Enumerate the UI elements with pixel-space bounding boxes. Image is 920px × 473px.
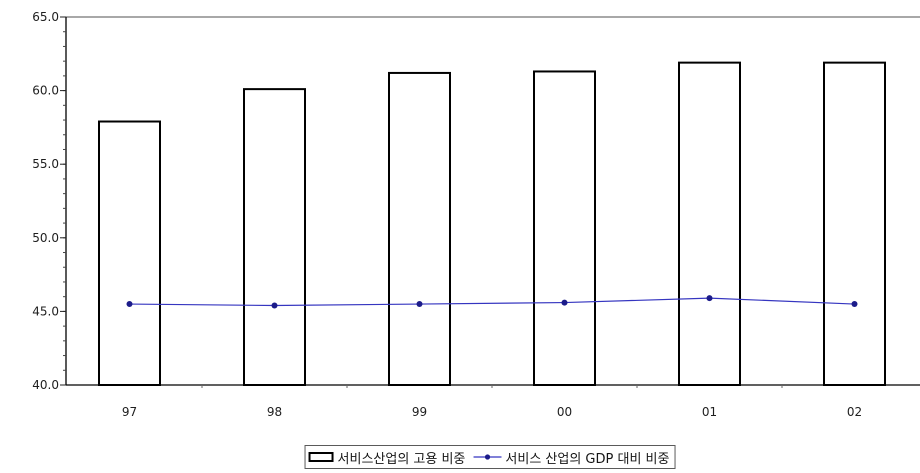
gdp-share-line	[129, 297, 855, 307]
point-01	[706, 295, 713, 302]
point-97	[126, 301, 133, 308]
legend-line-swatch	[473, 454, 502, 460]
bar-99	[388, 71, 451, 386]
gdp-share-points	[126, 295, 858, 309]
x-tick-label: 01	[702, 405, 717, 419]
point-02	[851, 301, 858, 308]
bar-00	[533, 70, 596, 387]
x-tick-label: 98	[267, 405, 282, 419]
y-tick-label: 65.0	[32, 10, 59, 24]
y-tick-label: 45.0	[32, 304, 59, 318]
x-tick-label: 97	[122, 405, 137, 419]
y-tick-label: 50.0	[32, 231, 59, 245]
bar-97	[98, 120, 161, 387]
point-99	[416, 301, 423, 308]
legend: 서비스산업의 고용 비중 서비스 산업의 GDP 대비 비중	[304, 445, 676, 469]
point-98	[271, 302, 278, 309]
x-tick-label: 00	[557, 405, 572, 419]
legend-bar-swatch	[308, 452, 334, 462]
x-tick-label: 02	[847, 405, 862, 419]
legend-label-gdp-share: 서비스 산업의 GDP 대비 비중	[505, 451, 670, 467]
bar-02	[823, 61, 886, 387]
bar-01	[678, 61, 741, 387]
bar-series	[98, 61, 886, 387]
point-00	[561, 299, 568, 306]
y-tick-label: 40.0	[32, 378, 59, 392]
legend-label-employment-share: 서비스산업의 고용 비중	[337, 451, 466, 467]
bar-98	[243, 88, 306, 387]
y-tick-label: 55.0	[32, 157, 59, 171]
y-tick-label: 60.0	[32, 84, 59, 98]
x-tick-label: 99	[412, 405, 427, 419]
y-axis-ticks	[60, 16, 66, 386]
